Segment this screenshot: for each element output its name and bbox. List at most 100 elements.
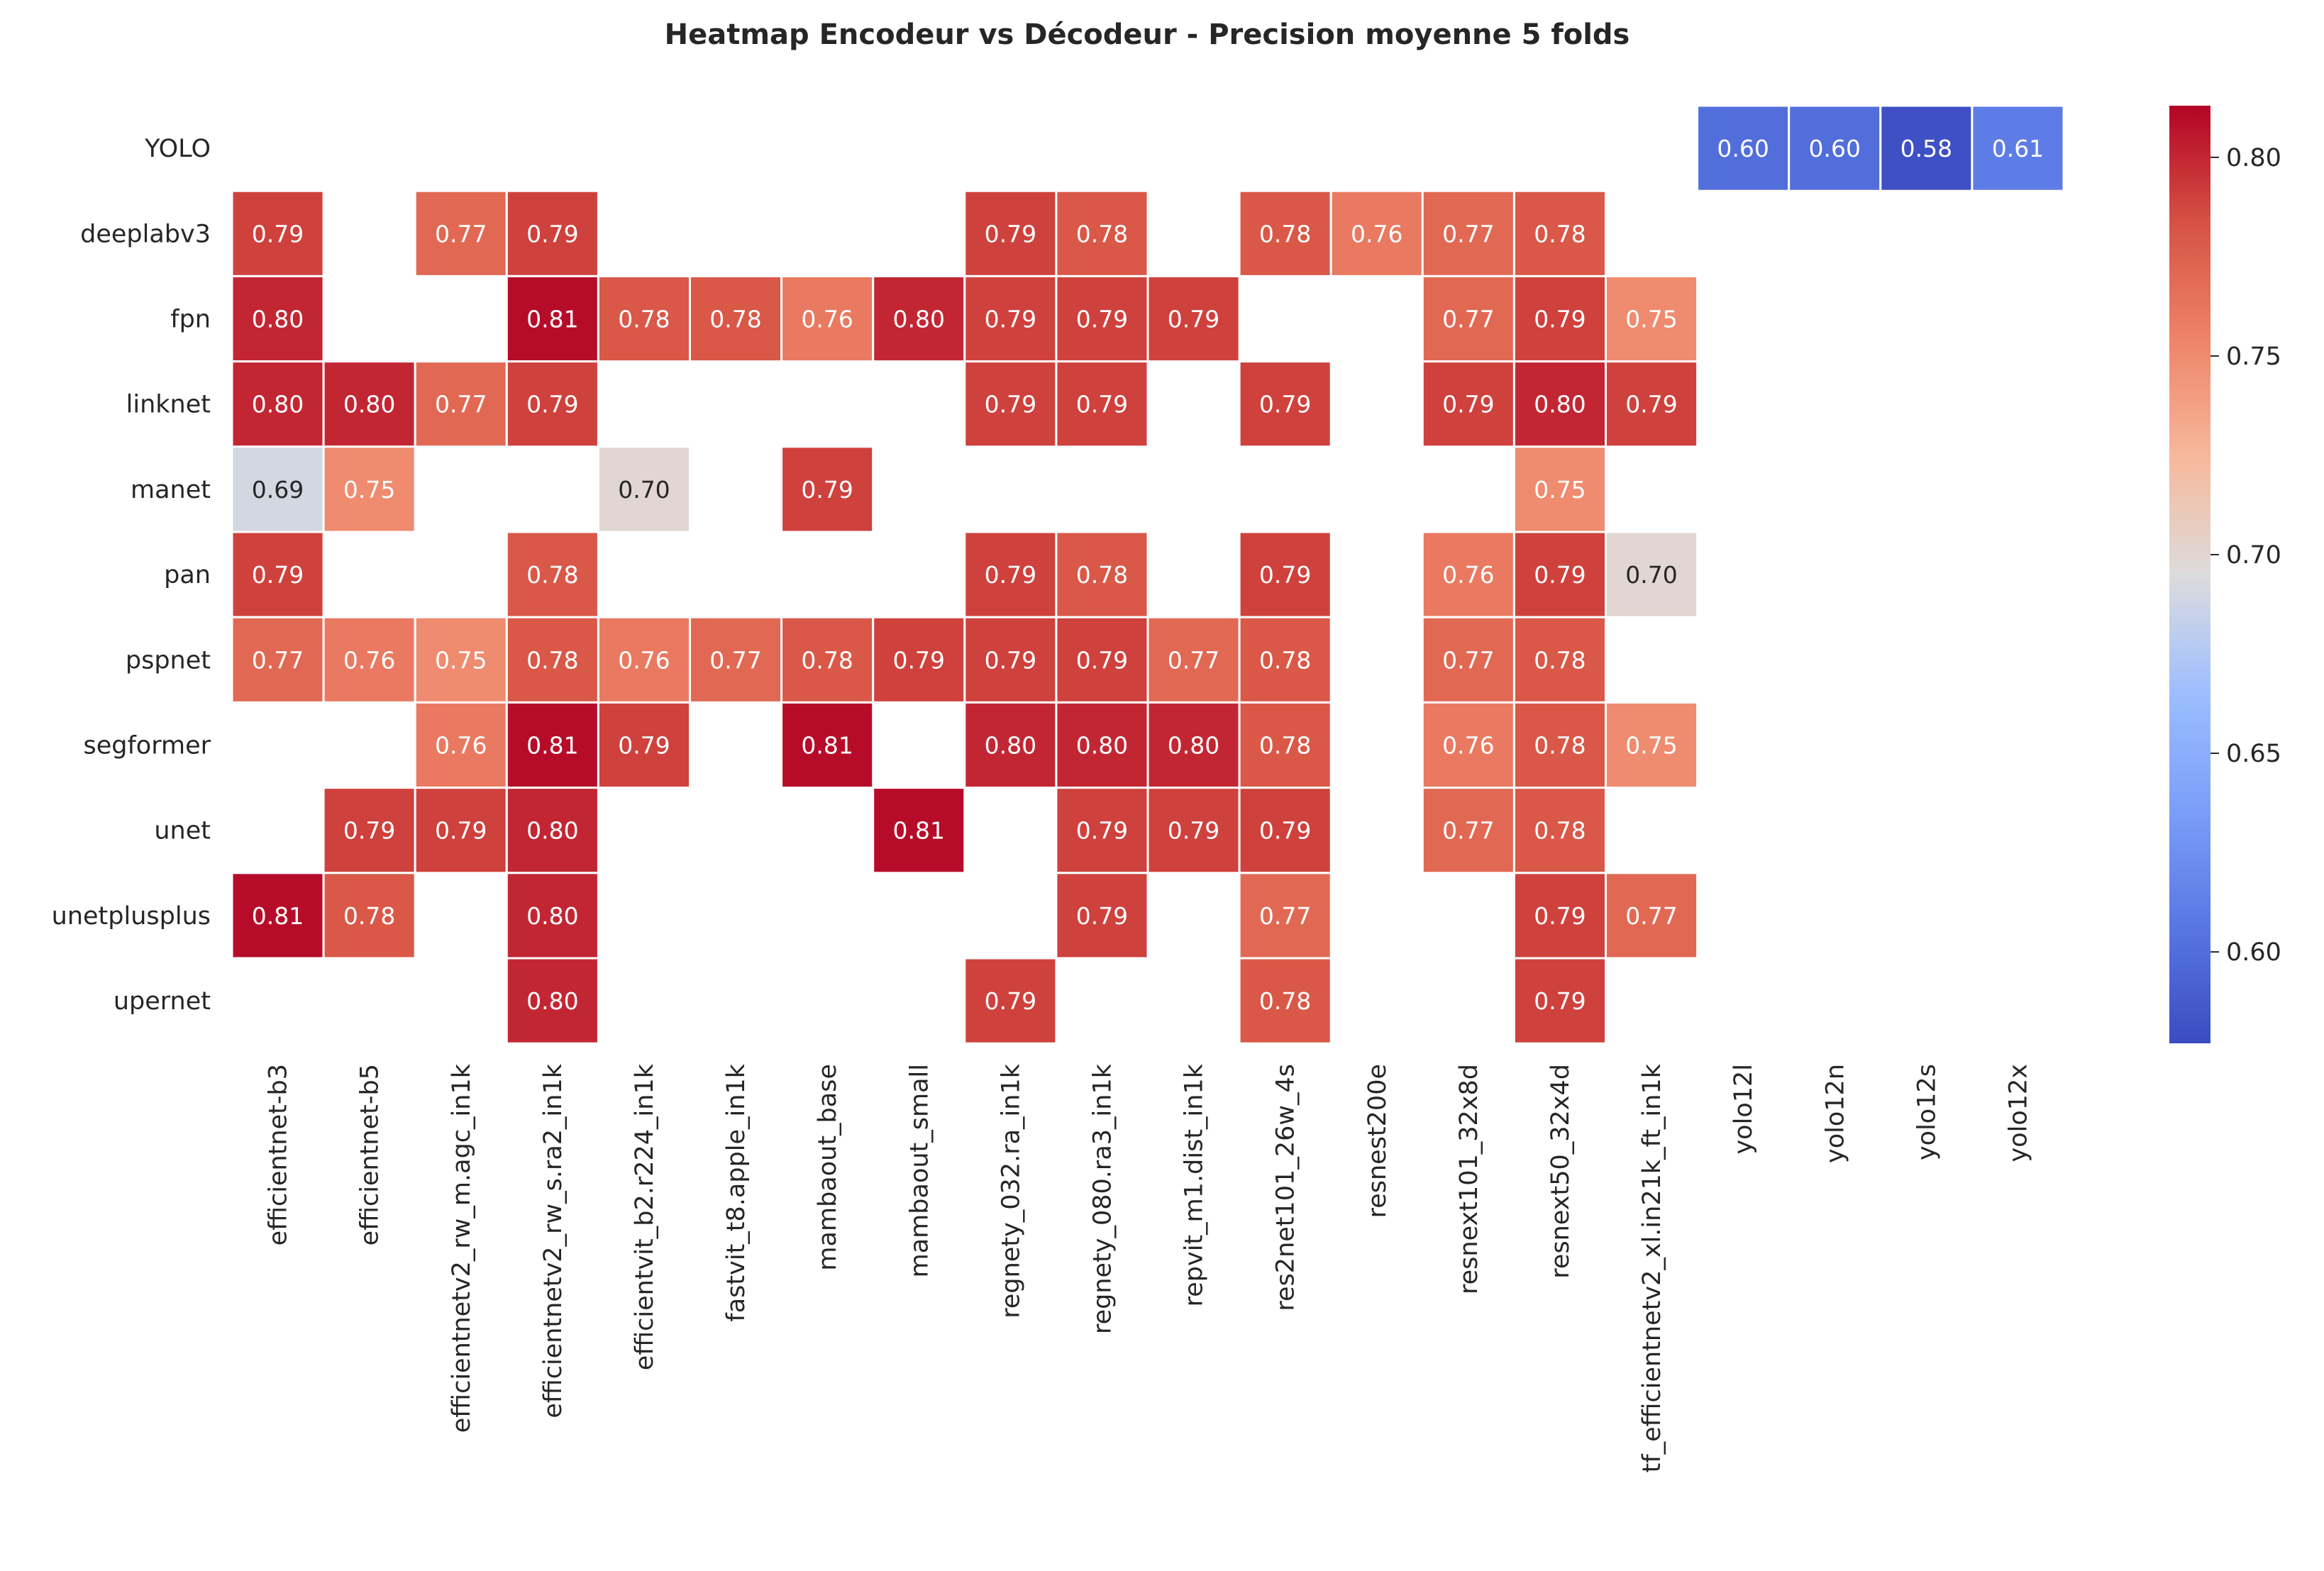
heatmap-cell: [505, 957, 599, 1045]
heatmap-cell: [1696, 104, 1791, 192]
cell-value-label: 0.61: [1992, 135, 2044, 162]
cell-value-label: 0.80: [985, 732, 1036, 760]
cell-value-label: 0.78: [1259, 220, 1311, 248]
cell-value-label: 0.78: [526, 646, 578, 674]
heatmap-cell: [1238, 787, 1332, 875]
cell-value-label: 0.60: [1809, 135, 1861, 162]
heatmap-cell: [322, 445, 416, 533]
cell-value-label: 0.76: [435, 732, 487, 760]
column-label: yolo12s: [1913, 1064, 1941, 1160]
colorbar-tick-label: 0.60: [2226, 938, 2281, 967]
cell-value-label: 0.79: [435, 817, 487, 845]
row-labels: YOLO deeplabv3 fpn linknet manet pan pspnet seg…: [52, 135, 211, 1016]
column-label: resnest200e: [1363, 1064, 1392, 1218]
heatmap-cell: [414, 787, 508, 875]
heatmap-cell: [1605, 872, 1699, 960]
cell-value-label: 0.77: [435, 391, 487, 418]
cell-value-label: 0.77: [1442, 817, 1494, 845]
heatmap-cell: [505, 872, 599, 960]
cell-value-label: 0.79: [985, 306, 1036, 333]
row-label: unet: [154, 817, 211, 845]
cell-value-label: 0.81: [801, 732, 853, 760]
heatmap-cell: [1605, 360, 1699, 448]
cell-value-label: 0.79: [1534, 902, 1586, 930]
cell-value-label: 0.79: [1442, 391, 1494, 418]
cell-value-label: 0.78: [1534, 646, 1586, 674]
row-label: manet: [131, 476, 211, 504]
heatmap-cell: [322, 872, 416, 960]
cell-value-label: 0.81: [526, 306, 578, 333]
cell-value-label: 0.79: [801, 476, 853, 504]
heatmap-cell: [597, 616, 692, 704]
cell-value-label: 0.79: [526, 391, 578, 418]
column-label: efficientnetv2_rw_m.agc_in1k: [448, 1063, 476, 1433]
heatmap-cell: [505, 360, 599, 448]
heatmap-cell: [780, 445, 875, 533]
heatmap-cell: [505, 531, 599, 618]
cell-value-label: 0.76: [1351, 220, 1402, 248]
heatmap-cell: [322, 787, 416, 875]
cell-value-label: 0.70: [1625, 561, 1677, 589]
heatmap-cell: [1512, 701, 1607, 789]
heatmap-cell: [1421, 531, 1515, 618]
heatmap-cell: [231, 616, 325, 704]
cell-value-label: 0.76: [1442, 732, 1494, 760]
cell-value-label: 0.58: [1900, 135, 1952, 162]
heatmap-cell: [1055, 787, 1149, 875]
cell-value-label: 0.78: [1259, 732, 1311, 760]
column-label: yolo12l: [1730, 1064, 1758, 1155]
heatmap-cell: [689, 616, 783, 704]
heatmap-cell: [505, 787, 599, 875]
cell-value-label: 0.76: [343, 646, 395, 674]
column-label: efficientnet-b3: [265, 1064, 293, 1245]
cell-value-label: 0.79: [1076, 306, 1128, 333]
heatmap-cell: [1512, 445, 1607, 533]
heatmap-cell: [780, 701, 875, 789]
colorbar-tick-label: 0.80: [2226, 144, 2281, 172]
cell-value-label: 0.77: [1259, 902, 1311, 930]
cell-value-label: 0.80: [1076, 732, 1128, 760]
cell-value-label: 0.77: [1168, 646, 1219, 674]
cell-value-label: 0.78: [1076, 561, 1128, 589]
heatmap-cell: [1055, 701, 1149, 789]
heatmap-cell: [1146, 616, 1241, 704]
heatmap-cell: [414, 189, 508, 277]
heatmap-cell: [1055, 274, 1149, 363]
column-label: repvit_m1.dist_in1k: [1180, 1063, 1209, 1306]
heatmap-cell: [872, 616, 966, 704]
colorbar-gradient: [2169, 106, 2210, 1043]
heatmap-cell: [1421, 189, 1515, 277]
cell-value-label: 0.78: [1259, 646, 1311, 674]
heatmap-cell: [963, 957, 1058, 1045]
cell-value-label: 0.79: [985, 391, 1036, 418]
heatmap-cells: 0.60 0.60 0.58 0.61 0.79 0.77 0.79 0.79 0.78 0.78…: [231, 104, 2065, 1045]
cell-value-label: 0.78: [1259, 987, 1311, 1015]
cell-value-label: 0.77: [1442, 306, 1494, 333]
chart-title: Heatmap Encodeur vs Décodeur - Precision…: [665, 18, 1630, 51]
cell-value-label: 0.75: [1625, 732, 1677, 760]
cell-value-label: 0.78: [1534, 732, 1586, 760]
cell-value-label: 0.81: [526, 732, 578, 760]
cell-value-label: 0.75: [1625, 306, 1677, 333]
cell-value-label: 0.81: [893, 817, 945, 845]
heatmap-cell: [872, 274, 966, 363]
row-label: unetplusplus: [52, 902, 211, 931]
cell-value-label: 0.76: [1442, 561, 1494, 589]
column-label: efficientnet-b5: [356, 1064, 384, 1245]
cell-value-label: 0.75: [1534, 476, 1586, 504]
cell-value-label: 0.80: [526, 987, 578, 1015]
cell-value-label: 0.75: [343, 476, 395, 504]
cell-value-label: 0.79: [985, 987, 1036, 1015]
row-label: pan: [164, 561, 211, 589]
cell-value-label: 0.79: [343, 817, 395, 845]
heatmap-cell: [1421, 787, 1515, 875]
heatmap-cell: [1512, 531, 1607, 618]
column-label: resnext101_32x8d: [1455, 1064, 1483, 1294]
cell-value-label: 0.81: [252, 902, 304, 930]
heatmap-cell: [414, 360, 508, 448]
cell-value-label: 0.76: [801, 306, 853, 333]
heatmap-cell: [231, 274, 325, 363]
column-label: regnety_080.ra3_in1k: [1088, 1063, 1117, 1334]
cell-value-label: 0.79: [526, 220, 578, 248]
